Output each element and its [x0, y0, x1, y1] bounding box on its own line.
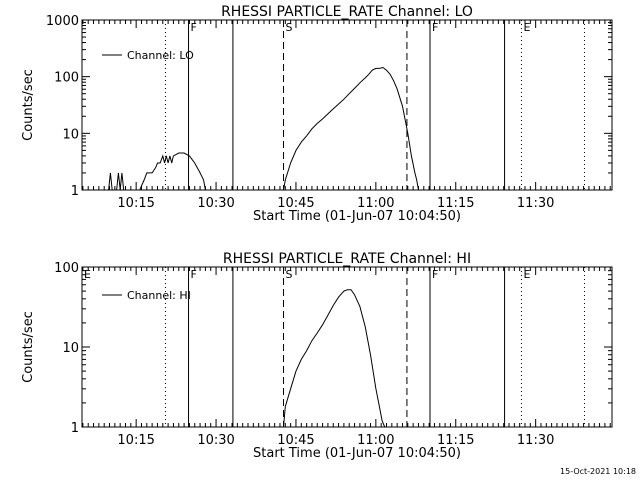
y-tick-label: 1	[71, 421, 79, 436]
legend-entry: Channel: LO	[127, 49, 194, 62]
marker-label: E	[84, 268, 91, 281]
x-tick-label: 10:15	[117, 433, 154, 448]
x-tick-label: 11:30	[517, 196, 554, 211]
marker-label: F	[191, 268, 197, 281]
chart-title-lo: RHESSI PARTICLE_RATE Channel: LO	[221, 4, 473, 20]
x-tick-label: 11:15	[437, 433, 474, 448]
y-tick-label: 1000	[46, 14, 79, 29]
y-tick-label: 100	[54, 261, 79, 276]
marker-label: E	[523, 268, 530, 281]
series-line-hi	[283, 289, 386, 428]
x-tick-label: 10:30	[197, 433, 234, 448]
marker-label: F	[432, 21, 438, 34]
y-tick-label: 1	[71, 184, 79, 199]
x-axis-label: Start Time (01-Jun-07 10:04:50)	[253, 446, 461, 461]
x-tick-label: 10:45	[277, 433, 314, 448]
x-tick-label: 10:15	[117, 196, 154, 211]
y-axis-label: Counts/sec	[21, 69, 36, 141]
x-tick-label: 11:00	[357, 433, 394, 448]
series-line-lo	[108, 66, 419, 191]
y-tick-label: 10	[62, 127, 79, 142]
y-tick-label: 100	[54, 71, 79, 86]
x-tick-label: 11:15	[437, 196, 474, 211]
x-tick-label: 11:30	[517, 433, 554, 448]
footer-timestamp: 15-Oct-2021 10:18	[560, 467, 636, 476]
x-axis-label: Start Time (01-Jun-07 10:04:50)	[253, 209, 461, 224]
marker-label: F	[432, 268, 438, 281]
x-tick-label: 10:30	[197, 196, 234, 211]
x-tick-label: 10:45	[277, 196, 314, 211]
y-tick-label: 10	[62, 341, 79, 356]
x-tick-label: 11:00	[357, 196, 394, 211]
y-axis-label: Counts/sec	[21, 311, 36, 383]
marker-label: F	[191, 21, 197, 34]
marker-label: S	[286, 21, 293, 34]
plot-frame-lo	[81, 19, 613, 191]
legend-entry: Channel: HI	[127, 289, 191, 302]
marker-label: S	[286, 268, 293, 281]
marker-label: E	[523, 21, 530, 34]
chart-title-hi: RHESSI PARTICLE_RATE Channel: HI	[223, 251, 471, 267]
